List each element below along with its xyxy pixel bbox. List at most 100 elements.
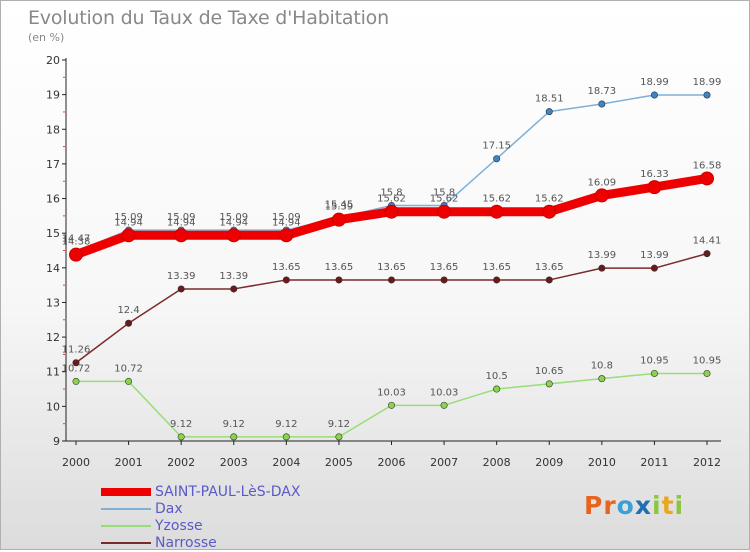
data-label: 10.5 — [486, 371, 508, 382]
data-label: 10.72 — [62, 363, 91, 374]
x-tick-label: 2011 — [640, 456, 668, 469]
logo-letter: i — [674, 491, 685, 520]
logo-letter: x — [634, 491, 652, 520]
data-label: 11.26 — [62, 345, 91, 356]
data-point — [177, 285, 185, 293]
data-label: 15.09 — [219, 212, 248, 223]
logo-letter: r — [603, 491, 617, 520]
y-tick-label: 10 — [46, 400, 60, 413]
data-label: 10.95 — [640, 355, 669, 366]
data-point — [545, 108, 553, 116]
data-point — [72, 359, 80, 367]
data-point — [650, 91, 658, 99]
data-label: 15.09 — [167, 212, 196, 223]
chart-title: Evolution du Taux de Taxe d'Habitation — [28, 7, 389, 29]
y-tick-label: 14 — [46, 262, 60, 275]
data-label: 10.03 — [430, 387, 459, 398]
data-label: 9.12 — [170, 419, 192, 430]
data-point — [493, 276, 501, 284]
logo-letter: i — [652, 491, 662, 520]
data-point — [542, 204, 557, 219]
data-label: 10.95 — [693, 355, 722, 366]
x-tick-label: 2006 — [378, 456, 406, 469]
logo-letter: t — [661, 491, 675, 520]
data-point — [647, 180, 662, 195]
data-point — [387, 276, 395, 284]
legend-label-saint-paul: SAINT-PAUL-LèS-DAX — [155, 484, 301, 500]
data-point — [493, 155, 501, 163]
y-tick-label: 18 — [46, 123, 60, 136]
data-label: 14.38 — [62, 237, 91, 248]
data-point — [279, 228, 294, 243]
data-point — [387, 401, 395, 409]
data-label: 15.62 — [430, 194, 459, 205]
legend-label-dax: Dax — [155, 501, 183, 517]
data-point — [440, 276, 448, 284]
data-label: 14.94 — [167, 217, 196, 228]
proxiti-logo: Proxiti — [584, 491, 684, 520]
data-point — [335, 276, 343, 284]
data-label: 15.62 — [535, 194, 564, 205]
y-tick-label: 11 — [46, 366, 60, 379]
x-tick-label: 2002 — [167, 456, 195, 469]
y-tick-label: 16 — [46, 193, 60, 206]
data-point — [125, 319, 133, 327]
x-tick-label: 2008 — [483, 456, 511, 469]
data-point — [282, 433, 290, 441]
data-label: 15.39 — [325, 202, 354, 213]
data-label: 13.39 — [219, 271, 248, 282]
data-label: 10.72 — [114, 363, 143, 374]
data-label: 15.45 — [325, 200, 354, 211]
y-tick-label: 20 — [46, 54, 60, 67]
x-tick-label: 2009 — [535, 456, 563, 469]
data-point — [703, 369, 711, 377]
data-label: 13.39 — [167, 271, 196, 282]
data-point — [489, 204, 504, 219]
y-tick-label: 9 — [53, 435, 60, 448]
data-point — [230, 285, 238, 293]
data-point — [69, 247, 83, 262]
y-tick-label: 17 — [46, 158, 60, 171]
x-tick-label: 2007 — [430, 456, 458, 469]
data-point — [700, 171, 714, 186]
legend-label-yzosse: Yzosse — [155, 518, 203, 534]
data-label: 13.65 — [535, 262, 564, 273]
data-point — [282, 276, 290, 284]
legend-label-narrosse: Narrosse — [155, 535, 217, 551]
data-point — [650, 369, 658, 377]
data-point — [125, 377, 133, 385]
data-point — [121, 228, 136, 243]
data-point — [703, 91, 711, 99]
data-point — [177, 433, 185, 441]
x-tick-label: 2000 — [62, 456, 90, 469]
data-label: 14.94 — [219, 217, 248, 228]
data-label: 18.99 — [693, 77, 722, 88]
data-point — [545, 276, 553, 284]
data-label: 9.12 — [275, 419, 297, 430]
data-label: 18.73 — [588, 86, 617, 97]
data-label: 15.09 — [114, 212, 143, 223]
data-point — [226, 228, 241, 243]
data-point — [440, 401, 448, 409]
data-label: 18.51 — [535, 94, 564, 105]
chart-subtitle: (en %) — [28, 31, 65, 44]
y-tick-label: 12 — [46, 331, 60, 344]
data-point — [335, 433, 343, 441]
data-label: 13.65 — [430, 262, 459, 273]
data-label: 14.41 — [693, 236, 722, 247]
data-label: 13.65 — [325, 262, 354, 273]
y-tick-label: 19 — [46, 89, 60, 102]
legend-swatch-dax — [101, 508, 151, 510]
data-label: 16.33 — [640, 169, 669, 180]
data-point — [598, 375, 606, 383]
data-point — [230, 433, 238, 441]
data-label: 17.15 — [482, 141, 511, 152]
data-point — [331, 212, 346, 227]
x-tick-label: 2005 — [325, 456, 353, 469]
logo-letter: o — [616, 491, 635, 520]
y-tick-label: 13 — [46, 296, 60, 309]
data-point — [493, 385, 501, 393]
data-label: 13.99 — [640, 250, 669, 261]
data-label: 10.8 — [591, 361, 613, 372]
